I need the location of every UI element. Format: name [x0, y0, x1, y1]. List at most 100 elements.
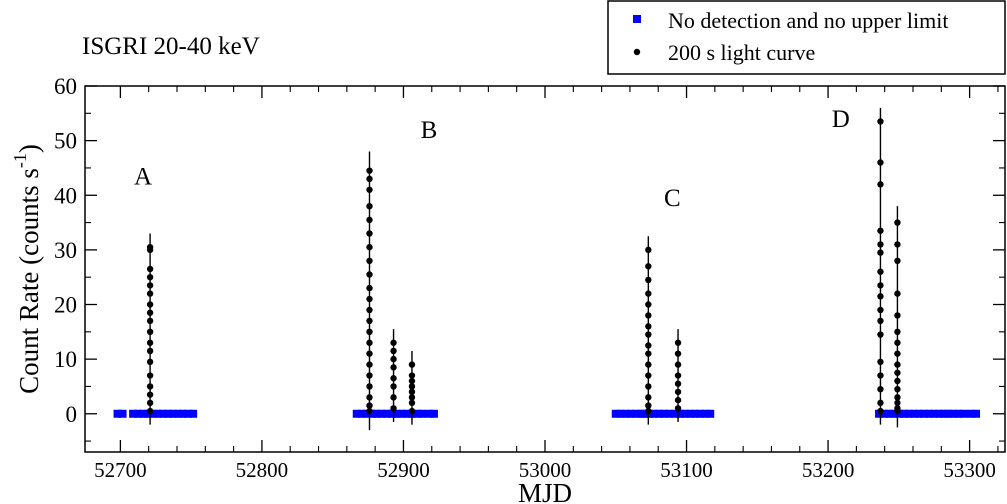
no-detection-marker	[159, 409, 168, 418]
legend: No detection and no upper limit 200 s li…	[607, 0, 1006, 75]
no-detection-marker	[113, 409, 122, 418]
light-curve-point	[894, 377, 901, 385]
no-detection-marker	[972, 409, 981, 418]
light-curve-series	[146, 107, 901, 431]
plot-frame	[84, 85, 1006, 453]
no-detection-marker	[954, 409, 963, 418]
light-curve-point	[674, 380, 682, 387]
light-curve-point	[894, 339, 901, 346]
no-detection-marker	[412, 409, 421, 418]
light-curve-point	[366, 306, 373, 314]
light-curve-point	[390, 339, 397, 346]
light-curve-point	[146, 347, 154, 355]
no-detection-marker	[696, 409, 705, 418]
light-curve-point	[366, 361, 373, 368]
light-curve-point	[408, 361, 416, 368]
x-tick-labels: 52700 52800 52900 53000 53100 53200 53300	[94, 458, 996, 482]
no-detection-marker	[885, 409, 894, 418]
y-axis-label-sup: -1	[10, 153, 30, 168]
light-curve-point	[408, 383, 416, 390]
light-curve-point	[645, 350, 652, 357]
light-curve-point	[645, 402, 652, 409]
legend-label-no-detection: No detection and no upper limit	[668, 8, 948, 33]
no-detection-marker	[676, 409, 685, 418]
no-detection-marker	[129, 409, 138, 418]
no-detection-marker	[949, 409, 958, 418]
no-detection-marker	[402, 409, 411, 418]
no-detection-marker	[392, 409, 401, 418]
light-curve-point	[366, 230, 373, 237]
light-curve-point	[366, 402, 373, 409]
no-detection-marker	[611, 409, 620, 418]
peak-label: B	[421, 117, 438, 144]
no-detection-marker	[940, 409, 949, 418]
light-curve-point	[366, 394, 373, 401]
no-detection-marker	[357, 409, 366, 418]
light-curve-point	[645, 290, 652, 297]
light-curve-point	[877, 293, 884, 300]
light-curve-point	[894, 369, 901, 376]
light-curve-point	[674, 350, 682, 357]
light-curve-point	[645, 372, 652, 379]
light-curve-point	[146, 246, 154, 254]
light-curve-point	[894, 257, 901, 265]
no-detection-marker	[184, 409, 193, 418]
light-curve-point	[146, 407, 154, 415]
light-curve-point	[366, 295, 373, 303]
no-detection-marker	[179, 409, 188, 418]
light-curve-point	[366, 317, 373, 325]
no-detection-marker	[650, 409, 659, 418]
no-detection-marker	[372, 409, 381, 418]
no-detection-marker	[387, 409, 396, 418]
no-detection-marker	[930, 409, 939, 418]
light-curve-point	[146, 383, 154, 390]
no-detection-marker	[655, 409, 664, 418]
light-curve-point	[877, 268, 884, 275]
light-curve-point	[877, 385, 884, 393]
light-curve-point	[146, 317, 154, 325]
no-detection-series	[113, 409, 981, 418]
no-detection-marker	[925, 409, 934, 418]
light-curve-point	[877, 241, 884, 248]
x-tick-label: 52800	[236, 458, 289, 482]
y-axis-label-close: )	[14, 144, 44, 153]
light-curve-point	[877, 331, 884, 338]
no-detection-marker	[352, 409, 361, 418]
x-tick-label: 52700	[94, 458, 147, 482]
light-curve-point	[674, 339, 682, 346]
no-detection-marker	[367, 409, 376, 418]
light-curve-point	[645, 331, 652, 338]
light-curve-point	[146, 265, 154, 273]
no-detection-marker	[944, 409, 953, 418]
light-curve-point	[366, 383, 373, 390]
legend-marker-light-curve	[633, 48, 641, 56]
no-detection-marker	[362, 409, 371, 418]
no-detection-marker	[880, 409, 889, 418]
light-curve-point	[146, 301, 154, 308]
light-curve-point	[877, 407, 884, 415]
light-curve-point	[894, 399, 901, 407]
light-curve-point	[877, 282, 884, 289]
light-curve-point	[645, 383, 652, 390]
light-curve-point	[877, 181, 884, 188]
no-detection-marker	[900, 409, 909, 418]
light-curve-point	[894, 312, 901, 319]
light-curve-point	[146, 391, 154, 398]
no-detection-marker	[397, 409, 406, 418]
light-curve-point	[645, 246, 652, 254]
no-detection-marker	[706, 409, 715, 418]
no-detection-marker	[915, 409, 924, 418]
light-curve-point	[366, 271, 373, 278]
light-curve-point	[645, 361, 652, 368]
light-curve-point	[894, 328, 901, 336]
light-curve-point	[645, 301, 652, 308]
no-detection-marker	[701, 409, 710, 418]
light-curve-point	[366, 202, 373, 210]
light-curve-point	[366, 243, 373, 251]
light-curve-point	[146, 282, 154, 289]
light-curve-point	[877, 249, 884, 256]
light-curve-point	[894, 394, 901, 401]
light-curve-point	[390, 364, 397, 371]
x-tick-label: 53200	[802, 458, 855, 482]
